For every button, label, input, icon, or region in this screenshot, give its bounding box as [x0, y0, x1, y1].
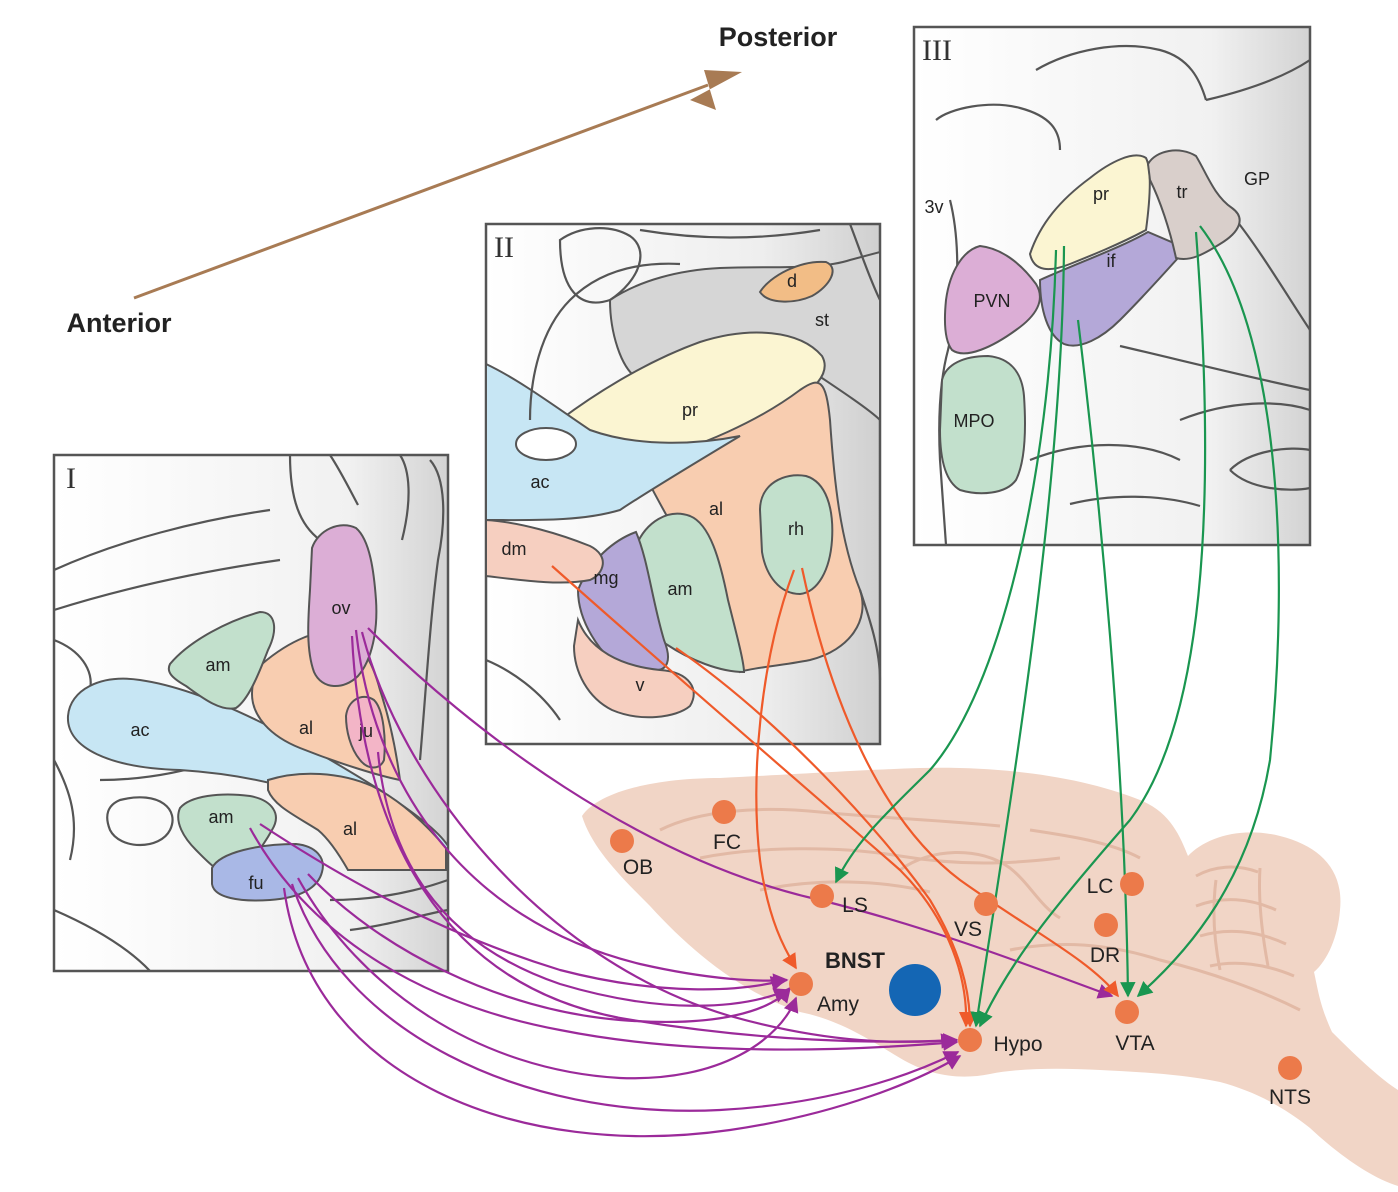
panel-2-label-pr: pr — [682, 400, 698, 420]
panel-2-label-v: v — [636, 675, 645, 695]
target-label-amy: Amy — [817, 993, 860, 1016]
panel-2-label-dm: dm — [501, 539, 526, 559]
target-dot-nts — [1278, 1056, 1302, 1080]
panel-2-label-ac: ac — [530, 472, 549, 492]
bnst-dot — [889, 964, 941, 1016]
panel-1-label-al-bottom: al — [343, 819, 357, 839]
target-dot-vta — [1115, 1000, 1139, 1024]
panel-2-label-al: al — [709, 499, 723, 519]
panel-1: I ov am ac al ju am al fu — [54, 455, 448, 971]
panel-2-label-rh: rh — [788, 519, 804, 539]
panel-1-label-al-mid: al — [299, 718, 313, 738]
anterior-label: Anterior — [66, 308, 172, 338]
panel-2: II d st pr ac al rh dm mg am v — [486, 224, 880, 744]
panel-2-roman-numeral: II — [494, 231, 514, 264]
target-label-lc: LC — [1087, 875, 1114, 898]
target-dot-ob — [610, 829, 634, 853]
panel-3-label-pvn: PVN — [973, 291, 1010, 311]
posterior-label: Posterior — [719, 22, 838, 52]
target-dot-amy — [789, 972, 813, 996]
target-dot-lc — [1120, 872, 1144, 896]
panel-2-label-mg: mg — [593, 568, 618, 588]
panel-1-label-ov: ov — [331, 598, 350, 618]
panel-2-label-d: d — [787, 271, 797, 291]
panel-3-roman-numeral: III — [922, 34, 952, 67]
panel-2-label-st: st — [815, 310, 829, 330]
panel-3-label-gp: GP — [1244, 169, 1270, 189]
panel-3-label-mpo: MPO — [953, 411, 994, 431]
panel-1-label-am-bottom: am — [208, 807, 233, 827]
target-dot-ls — [810, 884, 834, 908]
panel-1-label-ac: ac — [130, 720, 149, 740]
target-label-nts: NTS — [1269, 1086, 1311, 1109]
panel-3-label-if: if — [1107, 251, 1117, 271]
target-label-vta: VTA — [1115, 1032, 1154, 1055]
panel-3-label-pr: pr — [1093, 184, 1109, 204]
target-dot-fc — [712, 800, 736, 824]
panel-1-label-am-top: am — [205, 655, 230, 675]
panel-1-roman-numeral: I — [66, 462, 76, 495]
target-dot-dr — [1094, 913, 1118, 937]
panel-3-label-tr: tr — [1177, 182, 1188, 202]
target-label-fc: FC — [713, 831, 741, 854]
target-label-ob: OB — [623, 856, 653, 879]
panel-2-label-am: am — [667, 579, 692, 599]
target-label-vs: VS — [954, 918, 982, 941]
panel-1-label-ju: ju — [358, 721, 373, 741]
target-label-dr: DR — [1090, 944, 1120, 967]
target-dot-vs — [974, 892, 998, 916]
panel-2-ac-hole — [516, 428, 576, 460]
panel-3-label-3v: 3v — [924, 197, 943, 217]
target-label-hypo: Hypo — [993, 1033, 1042, 1056]
panel-3: III 3v pr tr GP if PVN MPO — [914, 27, 1310, 545]
bnst-label: BNST — [825, 948, 885, 973]
panel-1-label-fu: fu — [248, 873, 263, 893]
target-label-ls: LS — [842, 894, 868, 917]
target-dot-hypo — [958, 1028, 982, 1052]
